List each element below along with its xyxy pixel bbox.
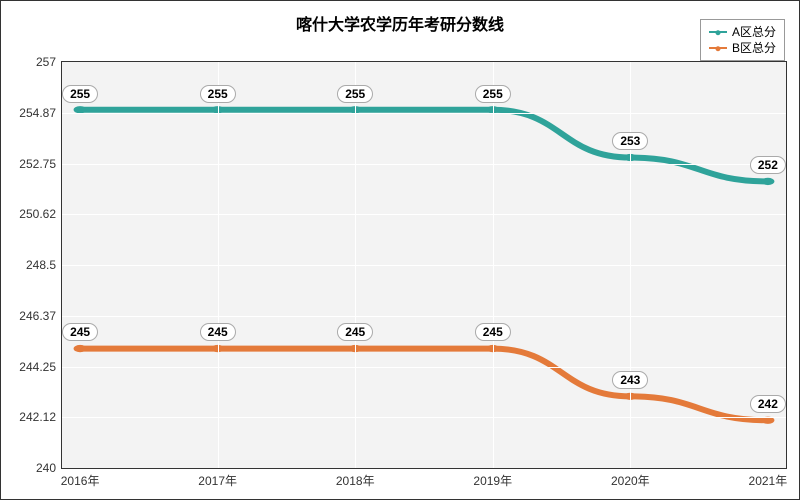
x-tick-label: 2017年 xyxy=(198,468,237,489)
legend-item-a: A区总分 xyxy=(709,24,776,40)
legend-item-b: B区总分 xyxy=(709,40,776,56)
h-gridline xyxy=(62,265,786,266)
h-gridline xyxy=(62,164,786,165)
y-tick-label: 252.75 xyxy=(19,157,62,171)
series-line xyxy=(80,110,768,182)
v-gridline xyxy=(493,62,494,468)
h-gridline xyxy=(62,316,786,317)
h-gridline xyxy=(62,417,786,418)
series-marker xyxy=(74,345,87,352)
y-tick-label: 248.5 xyxy=(26,258,62,272)
legend-label-b: B区总分 xyxy=(732,40,776,56)
legend-swatch-a xyxy=(709,31,727,33)
value-label: 245 xyxy=(337,323,373,341)
series-marker xyxy=(761,178,774,185)
y-tick-label: 254.87 xyxy=(19,106,62,120)
y-tick-label: 242.12 xyxy=(19,410,62,424)
value-label: 245 xyxy=(200,323,236,341)
value-label: 255 xyxy=(475,85,511,103)
h-gridline xyxy=(62,214,786,215)
value-label: 243 xyxy=(612,371,648,389)
v-gridline xyxy=(218,62,219,468)
legend: A区总分 B区总分 xyxy=(700,19,785,61)
value-label: 255 xyxy=(200,85,236,103)
value-label: 255 xyxy=(337,85,373,103)
value-label: 245 xyxy=(62,323,98,341)
x-tick-label: 2016年 xyxy=(61,468,100,489)
x-tick-label: 2020年 xyxy=(611,468,650,489)
y-tick-label: 246.37 xyxy=(19,309,62,323)
value-label: 252 xyxy=(750,156,786,174)
value-label: 245 xyxy=(475,323,511,341)
value-label: 253 xyxy=(612,132,648,150)
chart-root: 喀什大学农学历年考研分数线 A区总分 B区总分 240242.12244.252… xyxy=(0,0,800,500)
y-tick-label: 257 xyxy=(36,55,62,69)
legend-swatch-b xyxy=(709,47,727,49)
y-tick-label: 240 xyxy=(36,461,62,475)
x-tick-label: 2019年 xyxy=(473,468,512,489)
series-line xyxy=(80,349,768,421)
plot-area: 240242.12244.25246.37248.5250.62252.7525… xyxy=(61,61,787,469)
h-gridline xyxy=(62,367,786,368)
value-label: 255 xyxy=(62,85,98,103)
h-gridline xyxy=(62,113,786,114)
v-gridline xyxy=(355,62,356,468)
y-tick-label: 250.62 xyxy=(19,207,62,221)
chart-title: 喀什大学农学历年考研分数线 xyxy=(296,11,504,35)
v-gridline xyxy=(630,62,631,468)
y-tick-label: 244.25 xyxy=(19,360,62,374)
legend-label-a: A区总分 xyxy=(732,24,776,40)
x-tick-label: 2018年 xyxy=(336,468,375,489)
value-label: 242 xyxy=(750,395,786,413)
x-tick-label: 2021年 xyxy=(749,468,788,489)
